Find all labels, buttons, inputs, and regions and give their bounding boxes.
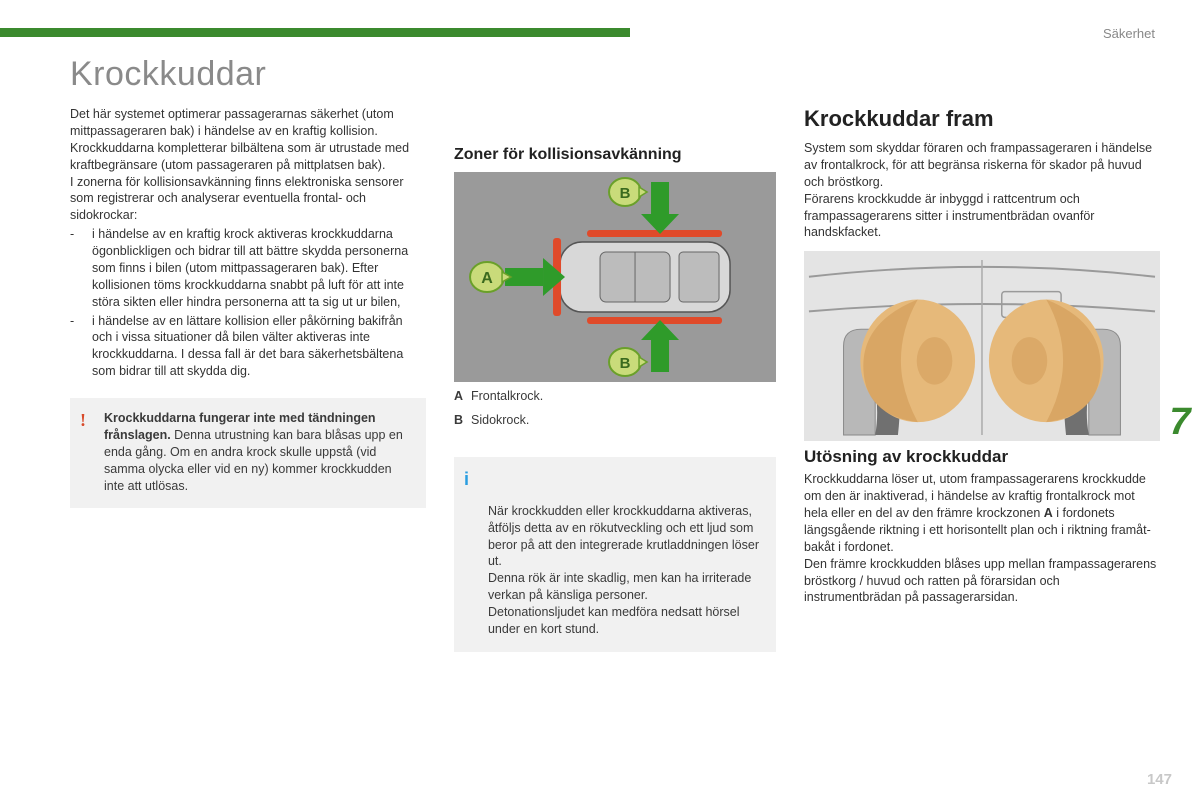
list-item: - i händelse av en kraftig krock aktiver… (70, 226, 426, 310)
legend-a-text: Frontalkrock. (471, 389, 543, 403)
front-airbags-illustration (804, 251, 1160, 441)
warning-callout: ! Krockkuddarna fungerar inte med tändni… (70, 398, 426, 508)
zones-heading: Zoner för kollisionsavkänning (454, 146, 776, 164)
column-3: Krockkuddar fram System som skyddar föra… (804, 106, 1160, 652)
front-para-2: Förarens krockkudde är inbyggd i rattcen… (804, 191, 1160, 242)
page-content: Krockkuddar Det här systemet optimerar p… (70, 55, 1160, 780)
info-callout: i När krockkudden eller krockkuddarna ak… (454, 457, 776, 652)
column-2: Zoner för kollisionsavkänning (454, 106, 776, 652)
legend-b-text: Sidokrock. (471, 413, 529, 427)
dash-icon: - (70, 313, 92, 381)
legend-a-label: A (454, 389, 463, 403)
section-label: Säkerhet (1103, 26, 1155, 41)
dash-icon: - (70, 226, 92, 310)
warning-icon: ! (80, 408, 86, 432)
bullet-text-2: i händelse av en lättare kollision eller… (92, 313, 426, 381)
legend-b-label: B (454, 413, 463, 427)
deployment-para-1: Krockkuddarna löser ut, utom frampassage… (804, 471, 1160, 555)
info-text: När krockkudden eller krockkuddarna akti… (488, 504, 759, 636)
info-icon: i (464, 467, 469, 491)
intro-paragraph: Det här systemet optimerar passagerarnas… (70, 106, 426, 174)
column-layout: Det här systemet optimerar passagerarnas… (70, 106, 1160, 652)
deployment-heading: Utösning av krockkuddar (804, 447, 1160, 467)
list-item: - i händelse av en lättare kollision ell… (70, 313, 426, 381)
svg-text:B: B (620, 185, 631, 202)
svg-text:B: B (620, 355, 631, 372)
front-airbags-heading: Krockkuddar fram (804, 106, 1160, 132)
chapter-number: 7 (1160, 395, 1200, 450)
legend-a: A Frontalkrock. (454, 388, 776, 406)
bullet-text-1: i händelse av en kraftig krock aktiveras… (92, 226, 426, 310)
deployment-para-2: Den främre krockkudden blåses upp mellan… (804, 556, 1160, 607)
top-accent-bar (0, 28, 630, 37)
column-1: Det här systemet optimerar passagerarnas… (70, 106, 426, 652)
svg-text:A: A (481, 270, 493, 287)
legend-b: B Sidokrock. (454, 412, 776, 430)
sensors-paragraph: I zonerna för kollisionsavkänning finns … (70, 174, 426, 225)
collision-zones-diagram: A B B (454, 172, 776, 382)
front-para-1: System som skyddar föraren och frampassa… (804, 140, 1160, 191)
page-title: Krockkuddar (70, 55, 1160, 94)
p3bold: A (1044, 506, 1053, 520)
